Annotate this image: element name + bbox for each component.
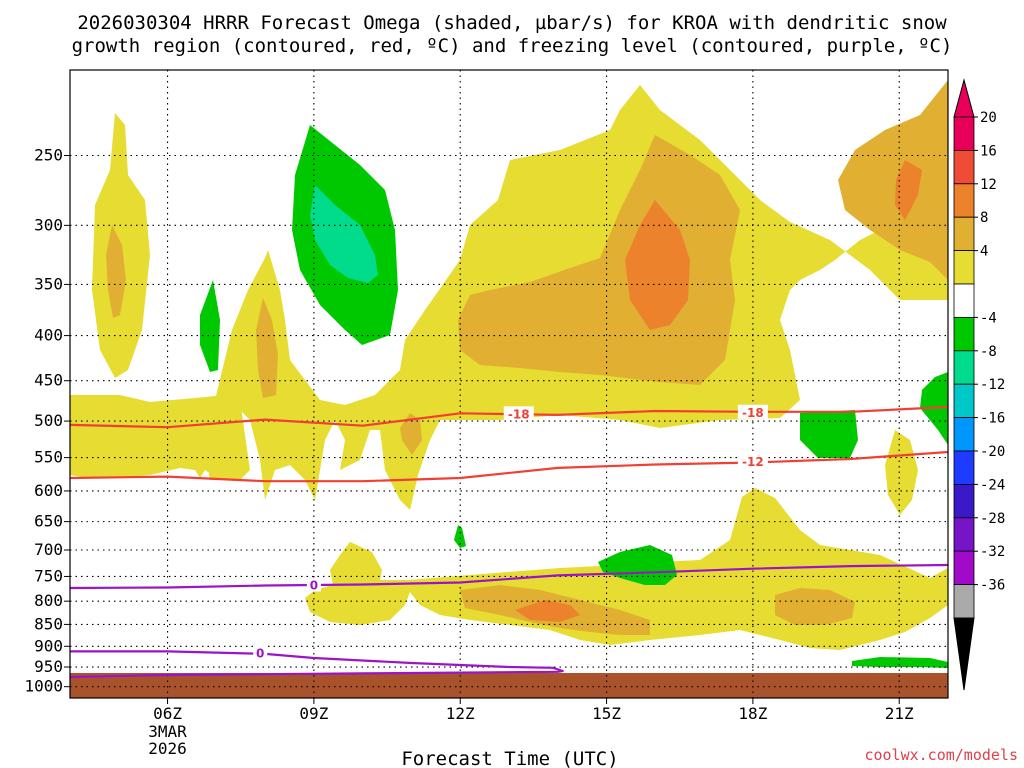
colorbar-segment <box>953 216 975 251</box>
freezing-level-contour-line <box>70 563 948 590</box>
y-tick-label: 750 <box>34 566 63 585</box>
contour-label: -18 <box>742 406 764 420</box>
omega-shade <box>838 80 948 280</box>
y-tick-label: 1000 <box>24 677 63 696</box>
omega-shade <box>256 298 278 398</box>
ground-below-surface <box>70 673 948 698</box>
colorbar-segment <box>953 149 975 185</box>
omega-shade <box>454 525 466 548</box>
colorbar-segment <box>953 183 975 218</box>
colorbar-segment <box>953 350 975 385</box>
colorbar-segment <box>953 283 975 318</box>
y-tick-label: 700 <box>34 540 63 559</box>
omega-shade <box>885 430 918 515</box>
y-tick-label: 250 <box>34 145 63 164</box>
colorbar-segment <box>953 483 975 519</box>
y-tick-label: 650 <box>34 512 63 531</box>
y-tick-label: 550 <box>34 448 63 467</box>
colorbar-segment <box>953 250 975 285</box>
plot-frame <box>69 69 949 699</box>
omega-shade <box>598 545 677 585</box>
x-tick-label: 12Z <box>446 704 475 723</box>
omega-shade <box>515 600 580 622</box>
y-tick-label: 950 <box>34 657 63 676</box>
chart-gridlines <box>70 70 948 698</box>
y-tick-label: 600 <box>34 481 63 500</box>
contour-label-background <box>737 404 768 419</box>
y-tick-label: 500 <box>34 411 63 430</box>
colorbar-label: -24 <box>980 477 1005 493</box>
colorbar-label: -36 <box>980 578 1005 594</box>
y-tick-label: 800 <box>34 591 63 610</box>
contour-label-background <box>737 454 768 469</box>
colorbar-segment <box>953 584 975 619</box>
omega-shade <box>800 410 858 458</box>
colorbar-label: -28 <box>980 511 1005 527</box>
contour-label: 0 <box>256 647 264 661</box>
omega-shade <box>106 225 126 318</box>
x-tick-label: 15Z <box>592 704 621 723</box>
y-axis-ticks: 250 300 350 400 450 500 550 600 650 700 750 800 850 9… <box>24 145 70 696</box>
colorbar-segment <box>953 617 975 691</box>
dgz-contour-line <box>70 450 948 483</box>
omega-shade <box>70 395 250 480</box>
chart-title-line-1: 2026030304 HRRR Forecast Omega (shaded, … <box>77 12 947 34</box>
colorbar-segment <box>953 550 975 586</box>
colorbar-label: -8 <box>980 344 997 360</box>
colorbar-label: -12 <box>980 377 1005 393</box>
omega-shade <box>205 420 225 480</box>
y-tick-label: 450 <box>34 371 63 390</box>
x-tick-date-label: 2026 <box>148 739 187 758</box>
x-tick-label: 21Z <box>885 704 914 723</box>
omega-shading <box>70 70 948 668</box>
omega-shade <box>852 657 948 668</box>
colorbar-label: -32 <box>980 544 1005 560</box>
colorbar-label: 4 <box>980 244 988 260</box>
colorbar-segment <box>953 78 975 118</box>
y-tick-label: 400 <box>34 326 63 345</box>
colorbar-label: -4 <box>980 310 997 326</box>
contour-label-background <box>503 406 534 421</box>
contour-label: 0 <box>310 579 318 593</box>
colorbar-segment <box>953 116 975 151</box>
y-tick-label: 850 <box>34 614 63 633</box>
contour-label: -12 <box>742 455 764 469</box>
contour-label-background <box>253 645 268 660</box>
contour-labels: -18 -18 -12 0 0 <box>253 404 768 661</box>
colorbar-segment <box>953 316 975 352</box>
colorbar: 20 16 12 8 4 -4 -8 -12 -16 -20 -24 -28 -32 -36 <box>953 78 1005 691</box>
omega-shade <box>625 200 690 330</box>
omega-shade <box>895 160 922 220</box>
colorbar-label: -16 <box>980 411 1005 427</box>
colorbar-label: 16 <box>980 143 997 159</box>
chart-title-line-2: growth region (contoured, red, ºC) and f… <box>72 35 953 57</box>
omega-shade <box>400 413 422 455</box>
x-tick-date-label: 3MAR <box>148 722 187 741</box>
colorbar-label: 12 <box>980 177 997 193</box>
omega-shade <box>775 588 855 625</box>
x-axis-title: Forecast Time (UTC) <box>401 748 618 768</box>
x-tick-label: 09Z <box>299 704 328 723</box>
colorbar-label: 20 <box>980 110 997 126</box>
source-watermark: coolwx.com/models <box>864 746 1018 764</box>
colorbar-label: 8 <box>980 210 988 226</box>
freezing-level-contour-line <box>70 650 564 679</box>
y-tick-label: 900 <box>34 636 63 655</box>
omega-shade <box>310 185 378 283</box>
x-tick-label: 18Z <box>738 704 767 723</box>
colorbar-label: -20 <box>980 444 1005 460</box>
colorbar-segment <box>953 517 975 552</box>
contour-label-background <box>306 577 321 592</box>
omega-shade <box>200 280 220 372</box>
colorbar-segment <box>953 450 975 485</box>
colorbar-segment <box>953 417 975 452</box>
y-tick-label: 350 <box>34 274 63 293</box>
y-tick-label: 300 <box>34 215 63 234</box>
contour-label: -18 <box>508 407 530 421</box>
x-tick-label: 06Z <box>153 704 182 723</box>
colorbar-segment <box>953 383 975 419</box>
